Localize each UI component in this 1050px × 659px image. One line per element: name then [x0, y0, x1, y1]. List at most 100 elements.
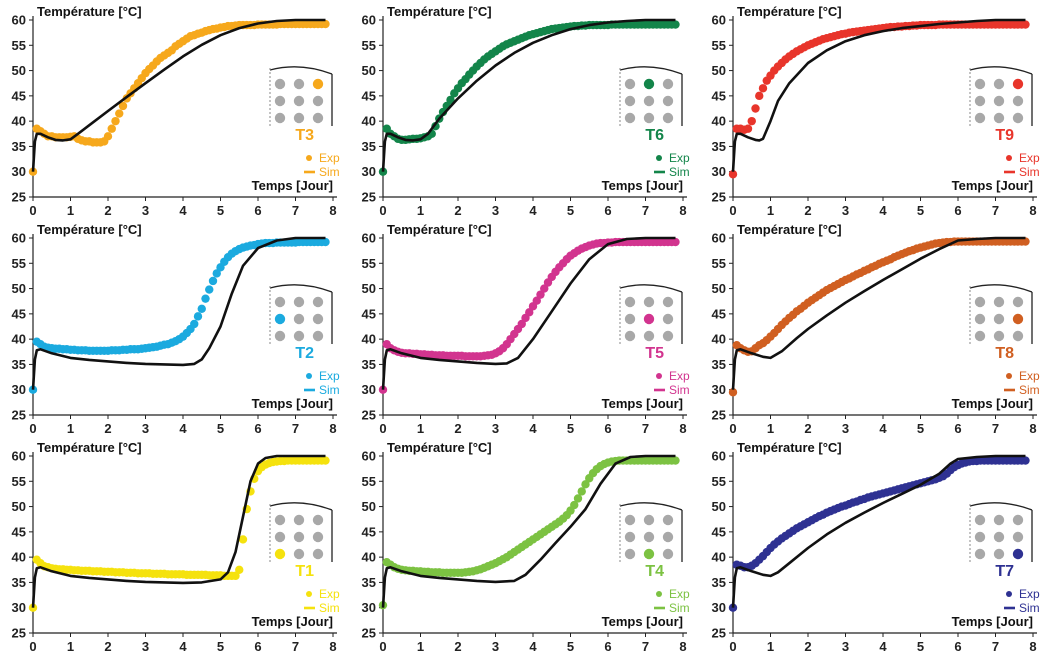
sensor-dot: [624, 548, 636, 560]
y-tick-label: 35: [712, 575, 726, 590]
legend-exp-label: Exp: [669, 151, 690, 165]
sensor-dot: [624, 296, 636, 308]
x-tick-label: 0: [729, 203, 736, 218]
sensor-dot: [312, 112, 324, 124]
y-tick-label: 50: [712, 499, 726, 514]
exp-point: [208, 276, 218, 286]
x-tick-label: 4: [179, 203, 187, 218]
x-tick-label: 3: [842, 421, 849, 436]
y-tick-label: 30: [712, 600, 726, 615]
y-tick-label: 35: [362, 357, 376, 372]
x-tick-label: 3: [842, 639, 849, 654]
exp-point: [238, 535, 248, 544]
sensor-diagram-icon: [969, 502, 1033, 562]
x-tick-label: 2: [454, 203, 461, 218]
sensor-diagram-icon: [969, 66, 1033, 126]
legend-exp-marker: [306, 373, 312, 379]
y-tick-label: 30: [712, 164, 726, 179]
sensor-dot: [993, 95, 1005, 107]
x-tick-label: 7: [992, 639, 999, 654]
active-sensor-dot: [274, 313, 286, 325]
y-tick-label: 25: [362, 408, 376, 423]
y-tick-label: 35: [12, 357, 26, 372]
sensor-dot: [993, 313, 1005, 325]
x-tick-label: 7: [292, 203, 299, 218]
tank-roof: [619, 284, 683, 293]
y-axis-label: Température [°C]: [37, 4, 142, 19]
sensor-diagram-icon: [969, 284, 1033, 344]
x-axis-label: Temps [Jour]: [602, 614, 683, 629]
legend-sim-label: Sim: [1019, 165, 1040, 179]
x-tick-label: 2: [804, 639, 811, 654]
sensor-dot: [662, 296, 674, 308]
sensor-dot: [312, 296, 324, 308]
panel-T5: 25 30 35 40 45 50 55 60 0 1 2 3 4 5 6 7 8 Température [°C…: [350, 218, 700, 436]
y-tick-label: 50: [12, 499, 26, 514]
sim-line: [31, 18, 326, 172]
sensor-diagram-icon: [619, 284, 683, 344]
x-tick-label: 5: [217, 203, 224, 218]
y-tick-label: 30: [362, 164, 376, 179]
exp-point: [205, 285, 214, 294]
active-sensor-dot: [643, 548, 655, 560]
exp-point: [118, 101, 128, 111]
y-tick-label: 30: [362, 600, 376, 615]
y-tick-label: 25: [712, 190, 726, 205]
sensor-dot: [974, 330, 986, 342]
legend-exp-marker: [1006, 373, 1012, 379]
panel-T2: 25 30 35 40 45 50 55 60 0 1 2 3 4 5 6 7 8 Température [°C…: [0, 218, 350, 436]
sensor-diagram-icon: [269, 284, 333, 344]
sensor-dot: [993, 112, 1005, 124]
exp-point: [570, 500, 579, 510]
sensor-diagram-icon: [269, 66, 333, 126]
sensor-dot: [293, 514, 305, 526]
exp-point: [321, 19, 330, 29]
y-tick-label: 45: [712, 524, 726, 539]
x-axis-label: Temps [Jour]: [952, 178, 1033, 193]
legend-exp-marker: [306, 591, 312, 597]
y-tick-label: 25: [362, 626, 376, 641]
x-tick-label: 4: [879, 639, 887, 654]
exp-point: [201, 294, 210, 303]
legend-exp-marker: [306, 155, 312, 161]
sensor-dot: [662, 95, 674, 107]
x-tick-label: 6: [254, 639, 261, 654]
y-tick-label: 55: [362, 38, 376, 53]
exp-point: [231, 571, 240, 581]
sim-line: [381, 18, 676, 172]
sensor-dot: [662, 531, 674, 543]
x-tick-label: 8: [329, 421, 336, 436]
legend-sim-label: Sim: [669, 601, 690, 615]
y-tick-label: 25: [12, 408, 26, 423]
tank-roof: [969, 284, 1033, 293]
sensor-dot: [293, 531, 305, 543]
y-tick-label: 40: [712, 114, 726, 129]
sensor-dot: [643, 330, 655, 342]
exp-point: [1021, 237, 1030, 246]
exp-point: [103, 132, 113, 141]
x-tick-label: 2: [104, 203, 111, 218]
sensor-dot: [293, 112, 305, 124]
y-tick-label: 55: [12, 256, 26, 271]
x-tick-label: 0: [29, 203, 36, 218]
sensor-dot: [312, 531, 324, 543]
sensor-dot: [274, 531, 286, 543]
x-tick-label: 5: [567, 421, 574, 436]
x-tick-label: 7: [642, 421, 649, 436]
sensor-dot: [312, 330, 324, 342]
panel-T7: 25 30 35 40 45 50 55 60 0 1 2 3 4 5 6 7 8 Température [°C…: [700, 436, 1050, 654]
sensor-dot: [624, 330, 636, 342]
y-tick-label: 60: [362, 231, 376, 246]
x-tick-label: 4: [179, 639, 187, 654]
y-tick-label: 45: [712, 88, 726, 103]
x-tick-label: 2: [454, 421, 461, 436]
x-axis-label: Temps [Jour]: [252, 614, 333, 629]
sensor-label: T4: [645, 563, 664, 580]
exp-point: [321, 237, 330, 247]
sensor-dot: [974, 78, 986, 90]
sensor-dot: [974, 514, 986, 526]
